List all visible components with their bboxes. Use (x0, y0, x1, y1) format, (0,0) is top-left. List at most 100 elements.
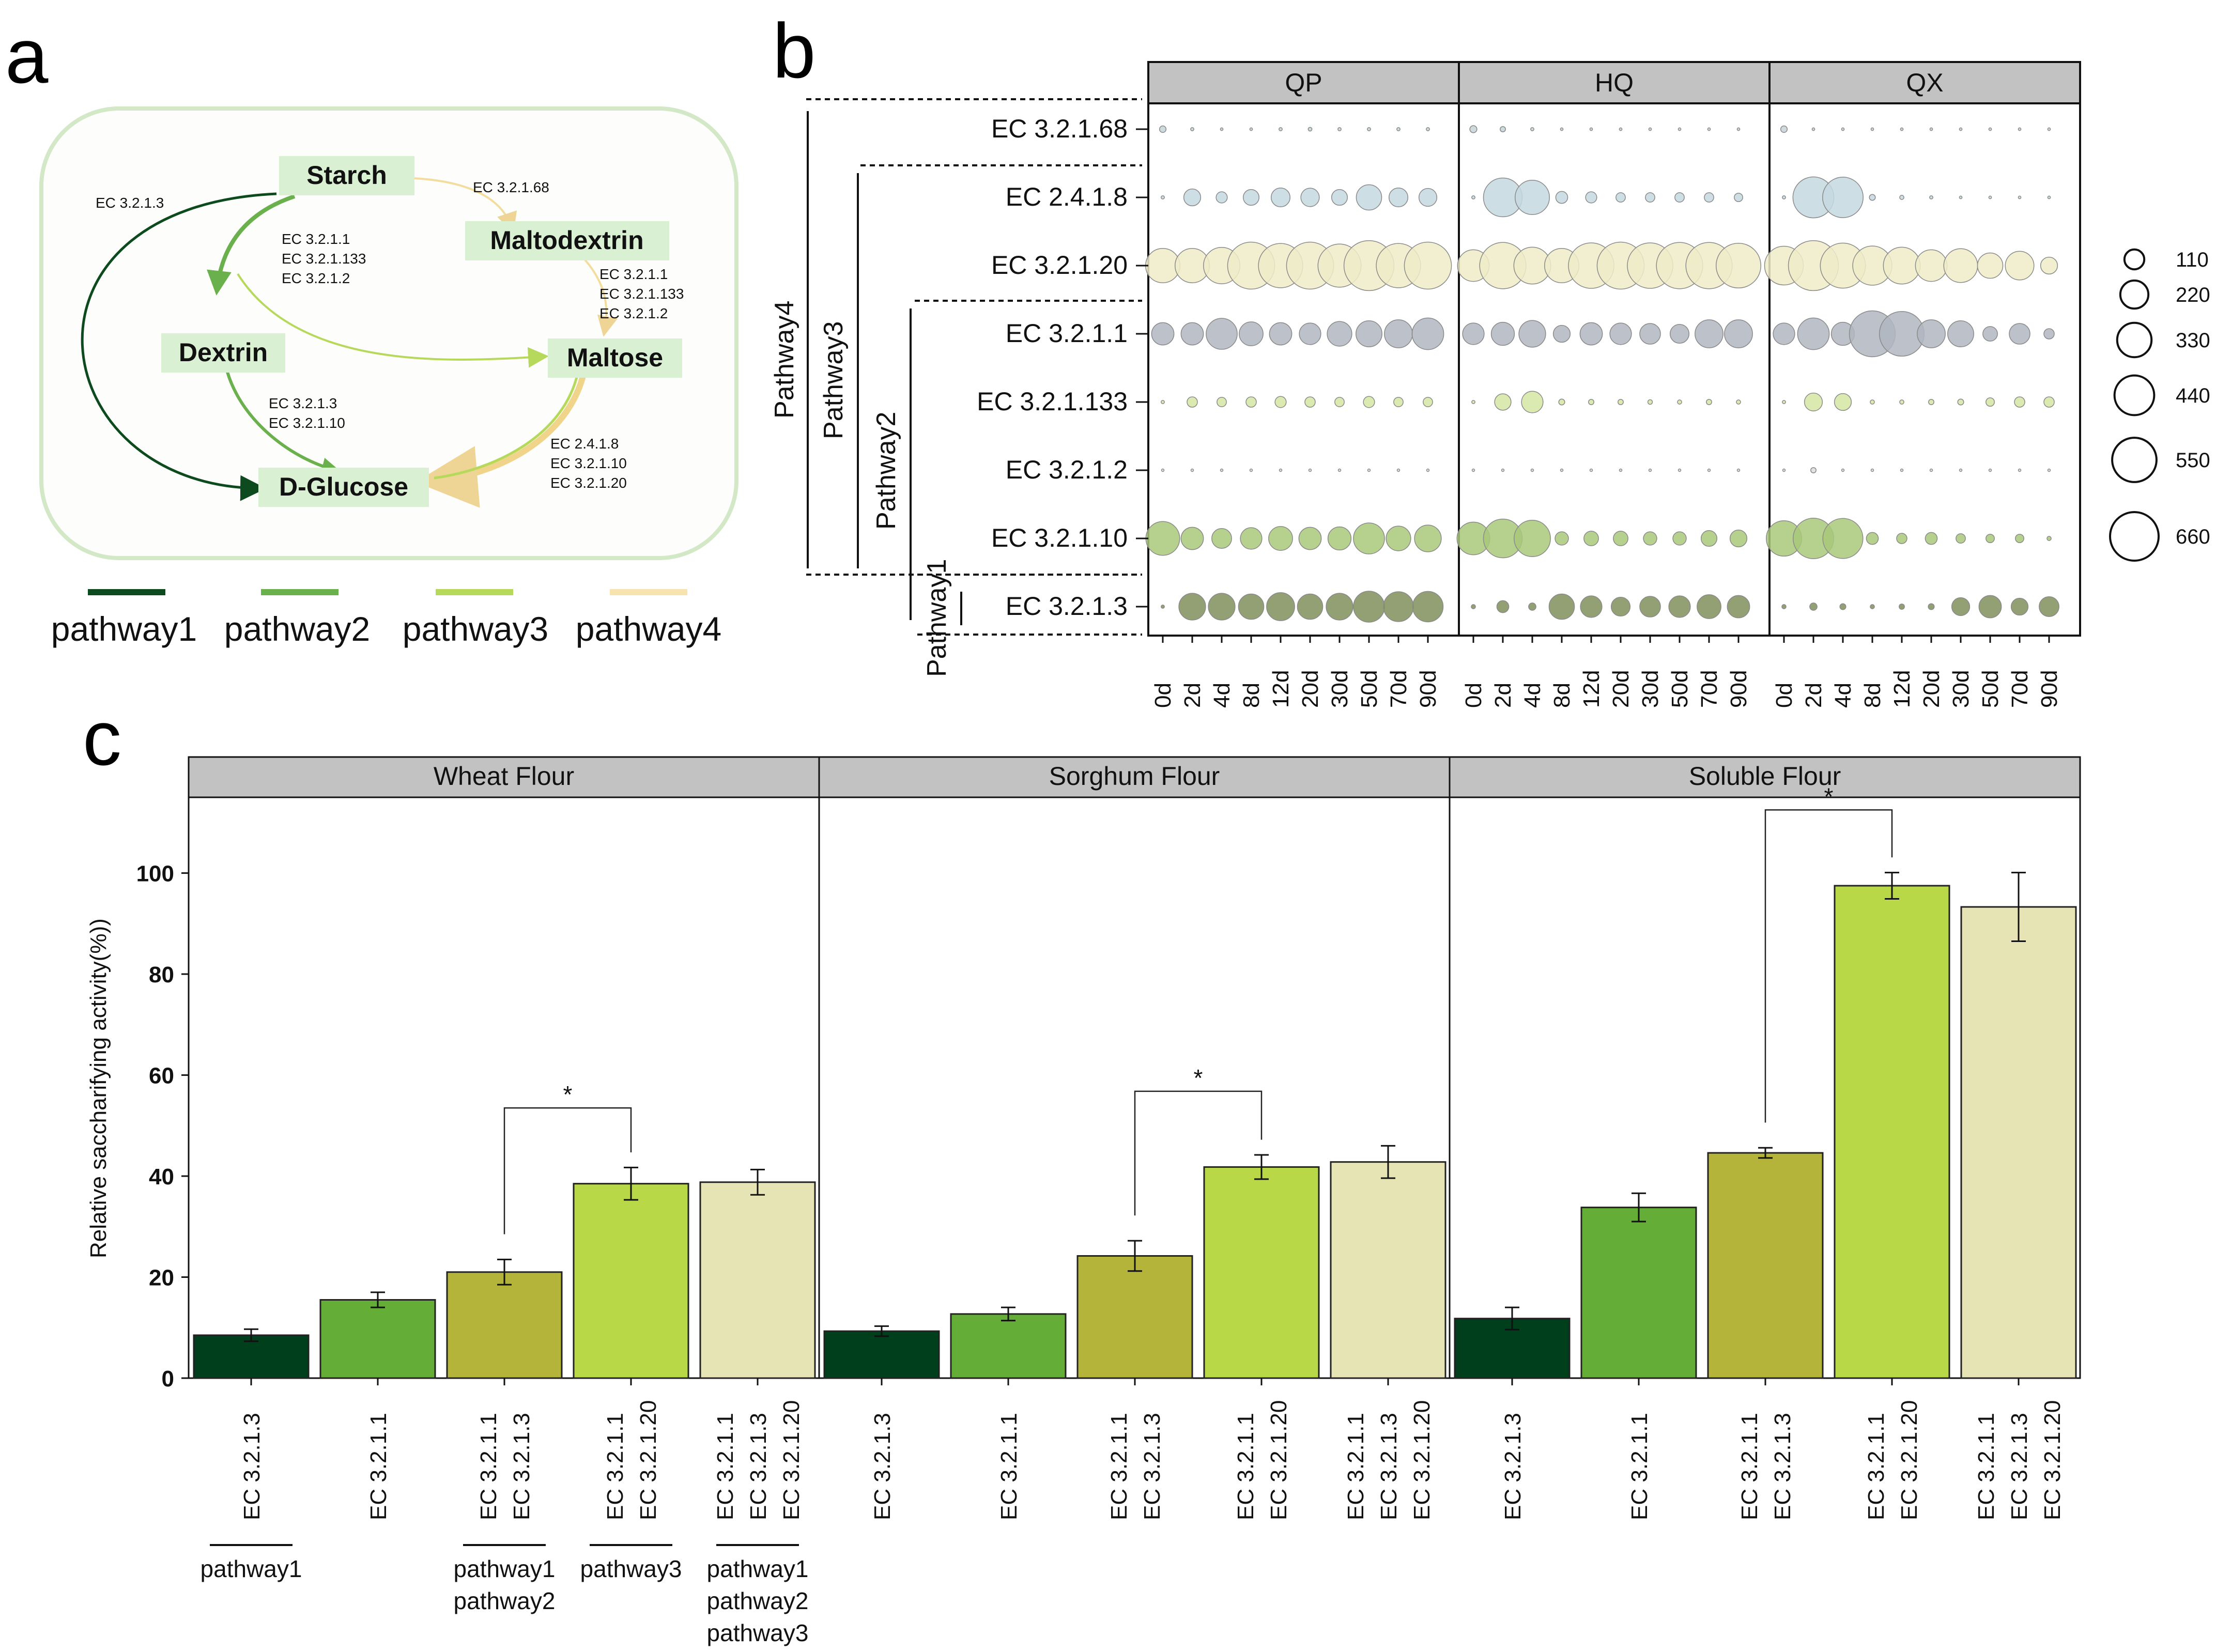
bubble-point (1727, 595, 1750, 619)
bubble-point (1530, 468, 1534, 472)
bubble-point (1929, 195, 1933, 199)
bubble-point (1834, 393, 1852, 411)
significance-star: * (1194, 1064, 1203, 1091)
bubble-point (1555, 191, 1568, 204)
bubble-point (1959, 127, 1963, 131)
legend-swatch-pathway2 (261, 589, 338, 595)
bubble-point (1353, 522, 1385, 554)
bubble-point (1187, 396, 1198, 408)
bubble-point (1279, 127, 1283, 131)
bubble-point (1161, 400, 1165, 404)
bubble-point (1870, 604, 1875, 609)
x-tick-label: 70d (1386, 670, 1411, 708)
size-legend-circle (2119, 279, 2150, 310)
bubble-point (1337, 127, 1342, 131)
size-legend-label: 660 (2176, 526, 2210, 548)
bubble-point (1414, 524, 1442, 552)
bracket-label-pathway3: Pathway3 (819, 321, 849, 439)
bubble-point (2009, 323, 2030, 345)
bubble-point (1190, 468, 1194, 472)
bubble-point (1899, 399, 1904, 405)
significance-star: * (1824, 783, 1834, 810)
bubble-point (1161, 468, 1165, 472)
x-tick-label: 50d (1357, 670, 1382, 708)
bubble-point (1426, 127, 1430, 131)
facet-label-qx: QX (1906, 68, 1943, 97)
panel-label-a: a (5, 12, 49, 99)
bar (319, 1299, 436, 1379)
svg-text:EC 3.2.1.1: EC 3.2.1.1 (599, 266, 668, 282)
bubble-point (1215, 191, 1228, 204)
bubble-point (1782, 400, 1786, 404)
bubble-point (1589, 468, 1593, 472)
bubble-point (1462, 322, 1485, 345)
bubble-point (1220, 127, 1224, 131)
bubble-point (1268, 526, 1293, 551)
bubble-point (1331, 189, 1348, 206)
row-label: EC 3.2.1.133 (977, 387, 1128, 416)
bubble-point (1307, 127, 1313, 132)
bubble-point (1151, 322, 1175, 346)
x-tick-label: EC 3.2.1.3 (1500, 1413, 1526, 1520)
bubble-point (1588, 399, 1594, 405)
size-legend-label: 330 (2176, 329, 2210, 352)
bubble-point (1514, 520, 1551, 557)
bubble-point (1915, 249, 1948, 282)
bubble-point (2014, 396, 2025, 408)
bubble-point (1639, 323, 1661, 345)
x-tick-label: 30d (1327, 670, 1352, 708)
bubble-point (1249, 468, 1253, 472)
bubble-point (1494, 393, 1512, 411)
x-tick-label: EC 3.2.1.1 (1343, 1413, 1368, 1520)
bubble-point (1412, 591, 1444, 623)
bubble-point (1618, 399, 1624, 405)
x-tick-label: EC 3.2.1.20 (779, 1400, 804, 1520)
y-tick-label: 40 (149, 1164, 174, 1190)
x-tick-label: 50d (1978, 670, 2003, 708)
bubble-point (1180, 527, 1204, 550)
bubble-point (1356, 320, 1382, 347)
bubble-point (1353, 591, 1385, 623)
bubble-point (2040, 256, 2058, 275)
node-maltodextrin: Maltodextrin (465, 221, 669, 260)
bubble-point (1841, 468, 1845, 472)
bubble-point (1274, 396, 1287, 408)
bubble-point (1270, 187, 1291, 208)
x-tick-label: 8d (1549, 683, 1575, 708)
x-tick-label: EC 3.2.1.1 (1737, 1413, 1762, 1520)
bubble-point (1515, 180, 1550, 215)
bubble-point (1734, 193, 1743, 202)
bubble-point (1700, 530, 1718, 547)
svg-text:EC 3.2.1.20: EC 3.2.1.20 (550, 475, 627, 491)
x-tick-label: 0d (1772, 683, 1797, 708)
bubble-point (1883, 246, 1921, 285)
panel-label-c: c (83, 694, 121, 781)
bubble-point (1217, 397, 1227, 407)
bubble-point (1178, 593, 1206, 621)
significance-bracket (1764, 809, 1893, 1123)
bubble-point (1619, 468, 1623, 472)
bubble-point (1822, 177, 1864, 218)
bubble-point (2043, 328, 2055, 339)
bubble-point (1639, 596, 1661, 617)
bracket-label-pathway4: Pathway4 (770, 301, 799, 419)
size-legend-circle (2111, 437, 2158, 483)
row-label: EC 3.2.1.2 (1006, 455, 1128, 484)
bubble-point (1367, 468, 1371, 472)
bubble-point (1841, 127, 1845, 131)
facet-label-hq: HQ (1595, 68, 1634, 97)
svg-text:EC 3.2.1.2: EC 3.2.1.2 (599, 305, 668, 321)
x-tick-label: 20d (1919, 670, 1944, 708)
pathway-note: pathway3 (580, 1555, 682, 1582)
x-tick-label: EC 3.2.1.3 (239, 1413, 265, 1520)
bubble-point (1977, 252, 2004, 279)
bubble-point (1900, 127, 1904, 131)
bubble-point (1266, 592, 1295, 621)
bar (1330, 1161, 1446, 1379)
facet-strip-soluble-flour (1449, 756, 2081, 798)
bubble-point (1159, 125, 1167, 133)
bubble-point (1870, 468, 1874, 472)
bubble-point (1781, 604, 1787, 609)
